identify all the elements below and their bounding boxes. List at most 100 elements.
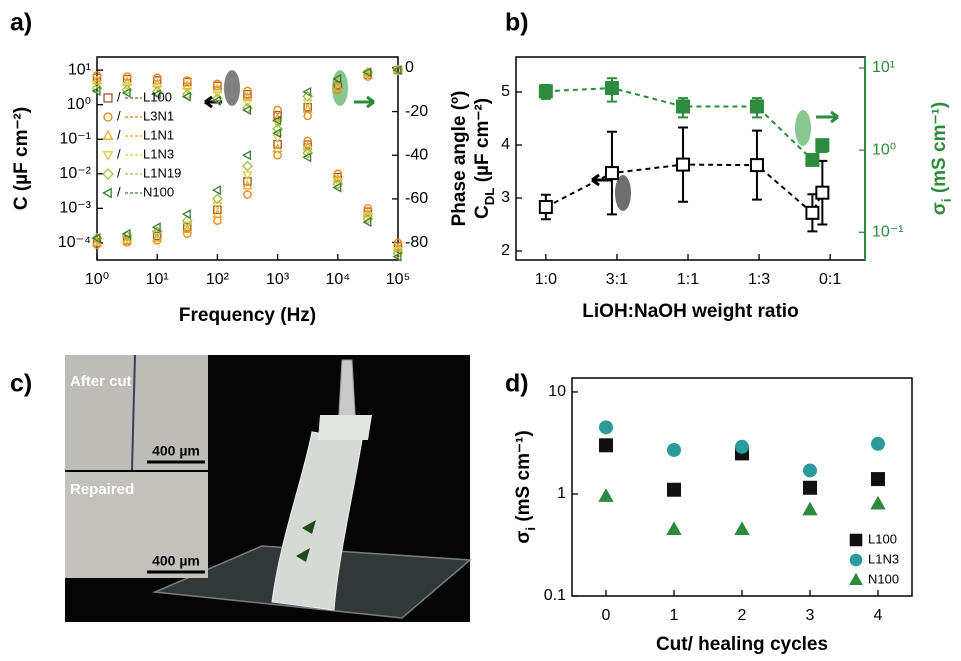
cut-line <box>131 354 136 471</box>
axis-title-part: (mS cm⁻¹) <box>513 430 534 527</box>
marker <box>103 93 113 103</box>
marker <box>182 80 193 90</box>
marker <box>91 80 103 90</box>
marker <box>303 111 312 121</box>
axis-title-part: (mS cm⁻¹) <box>929 102 950 199</box>
marker-ellipse <box>795 110 811 146</box>
marker <box>273 150 282 160</box>
marker <box>332 178 344 190</box>
marker <box>181 209 191 220</box>
y-tick-label: 10⁰ <box>67 96 91 113</box>
legend-label: N100 <box>143 184 174 199</box>
marker <box>805 205 820 220</box>
marker <box>152 231 162 241</box>
marker <box>152 232 163 242</box>
marker <box>332 82 343 92</box>
marker <box>803 480 817 495</box>
axis-title: CDL (µF cm⁻²) <box>472 98 497 219</box>
x-tick-label: 1:0 <box>535 271 557 288</box>
legend-separator: / <box>117 108 121 123</box>
y-tick-label: 10 <box>548 383 566 400</box>
legend-separator: / <box>117 127 121 142</box>
axis-title: C (µF cm⁻²) <box>11 107 32 210</box>
marker <box>734 521 750 535</box>
x-tick-label: 3:1 <box>606 271 628 288</box>
marker <box>363 207 373 216</box>
marker <box>871 436 885 451</box>
marker <box>303 102 312 112</box>
marker <box>183 223 192 232</box>
marker <box>122 72 132 81</box>
x-tick-label: 1:1 <box>677 271 699 288</box>
marker <box>333 172 343 182</box>
marker <box>667 442 681 457</box>
marker <box>91 233 101 244</box>
x-tick-label: 1:3 <box>748 271 770 288</box>
y-tick-label: 10¹ <box>68 61 91 78</box>
marker <box>183 76 192 85</box>
marker <box>815 185 830 200</box>
marker <box>102 130 114 140</box>
marker <box>803 463 817 478</box>
legend-label: L100 <box>143 89 172 104</box>
marker <box>392 247 404 259</box>
y-tick-label: 5 <box>501 83 510 100</box>
marker <box>272 128 282 139</box>
axis-title: σi (mS cm⁻¹) <box>513 430 538 543</box>
inset-label: Repaired <box>70 481 134 498</box>
marker <box>598 488 614 502</box>
marker <box>332 182 342 193</box>
marker <box>749 99 764 114</box>
scale-bar-label: 400 µm <box>152 553 200 569</box>
marker <box>212 208 223 218</box>
marker <box>362 67 372 78</box>
marker <box>182 85 193 95</box>
scale-bar-label: 400 µm <box>152 443 200 459</box>
marker <box>363 204 373 213</box>
marker <box>604 166 619 181</box>
axis-title: LiOH:NaOH weight ratio <box>582 301 798 322</box>
legend-separator: / <box>117 165 121 180</box>
marker <box>242 171 253 181</box>
y-tick-label: 4 <box>501 136 510 153</box>
legend-separator: / <box>117 89 121 104</box>
x-tick-label: 0:1 <box>819 271 841 288</box>
y-tick-label: 1 <box>557 485 566 502</box>
marker <box>152 73 162 83</box>
plot-frame <box>571 377 913 597</box>
marker <box>102 168 114 180</box>
legend-label: L1N1 <box>143 127 174 142</box>
y-tick-label: 10⁻⁴ <box>58 234 91 251</box>
marker <box>815 138 830 153</box>
y2-tick-label: 10¹ <box>872 59 895 76</box>
axis-title-part: i <box>523 527 538 531</box>
marker <box>849 553 863 567</box>
marker <box>303 136 312 146</box>
marker <box>272 143 283 153</box>
marker <box>213 79 222 89</box>
marker <box>181 91 191 102</box>
marker <box>599 438 613 453</box>
film <box>271 431 363 611</box>
marker <box>211 193 223 205</box>
marker <box>302 152 312 163</box>
marker <box>666 521 682 535</box>
marker <box>103 112 113 122</box>
marker <box>212 83 223 93</box>
marker <box>182 223 193 233</box>
marker <box>599 420 613 435</box>
marker <box>151 89 161 100</box>
y2-tick-label: -20 <box>405 103 428 120</box>
marker <box>871 472 885 487</box>
x-tick-label: 10⁵ <box>386 271 410 288</box>
marker <box>213 216 222 225</box>
axis-title-part: σ <box>929 202 950 215</box>
axis-title-part: i <box>939 198 954 202</box>
legend-label: N100 <box>868 571 899 586</box>
marker <box>212 89 223 99</box>
plot-frame <box>96 56 399 261</box>
x-tick-label: 3 <box>806 607 815 624</box>
annotations <box>204 70 839 211</box>
marker <box>676 99 691 114</box>
legend-label: L1N19 <box>143 165 181 180</box>
